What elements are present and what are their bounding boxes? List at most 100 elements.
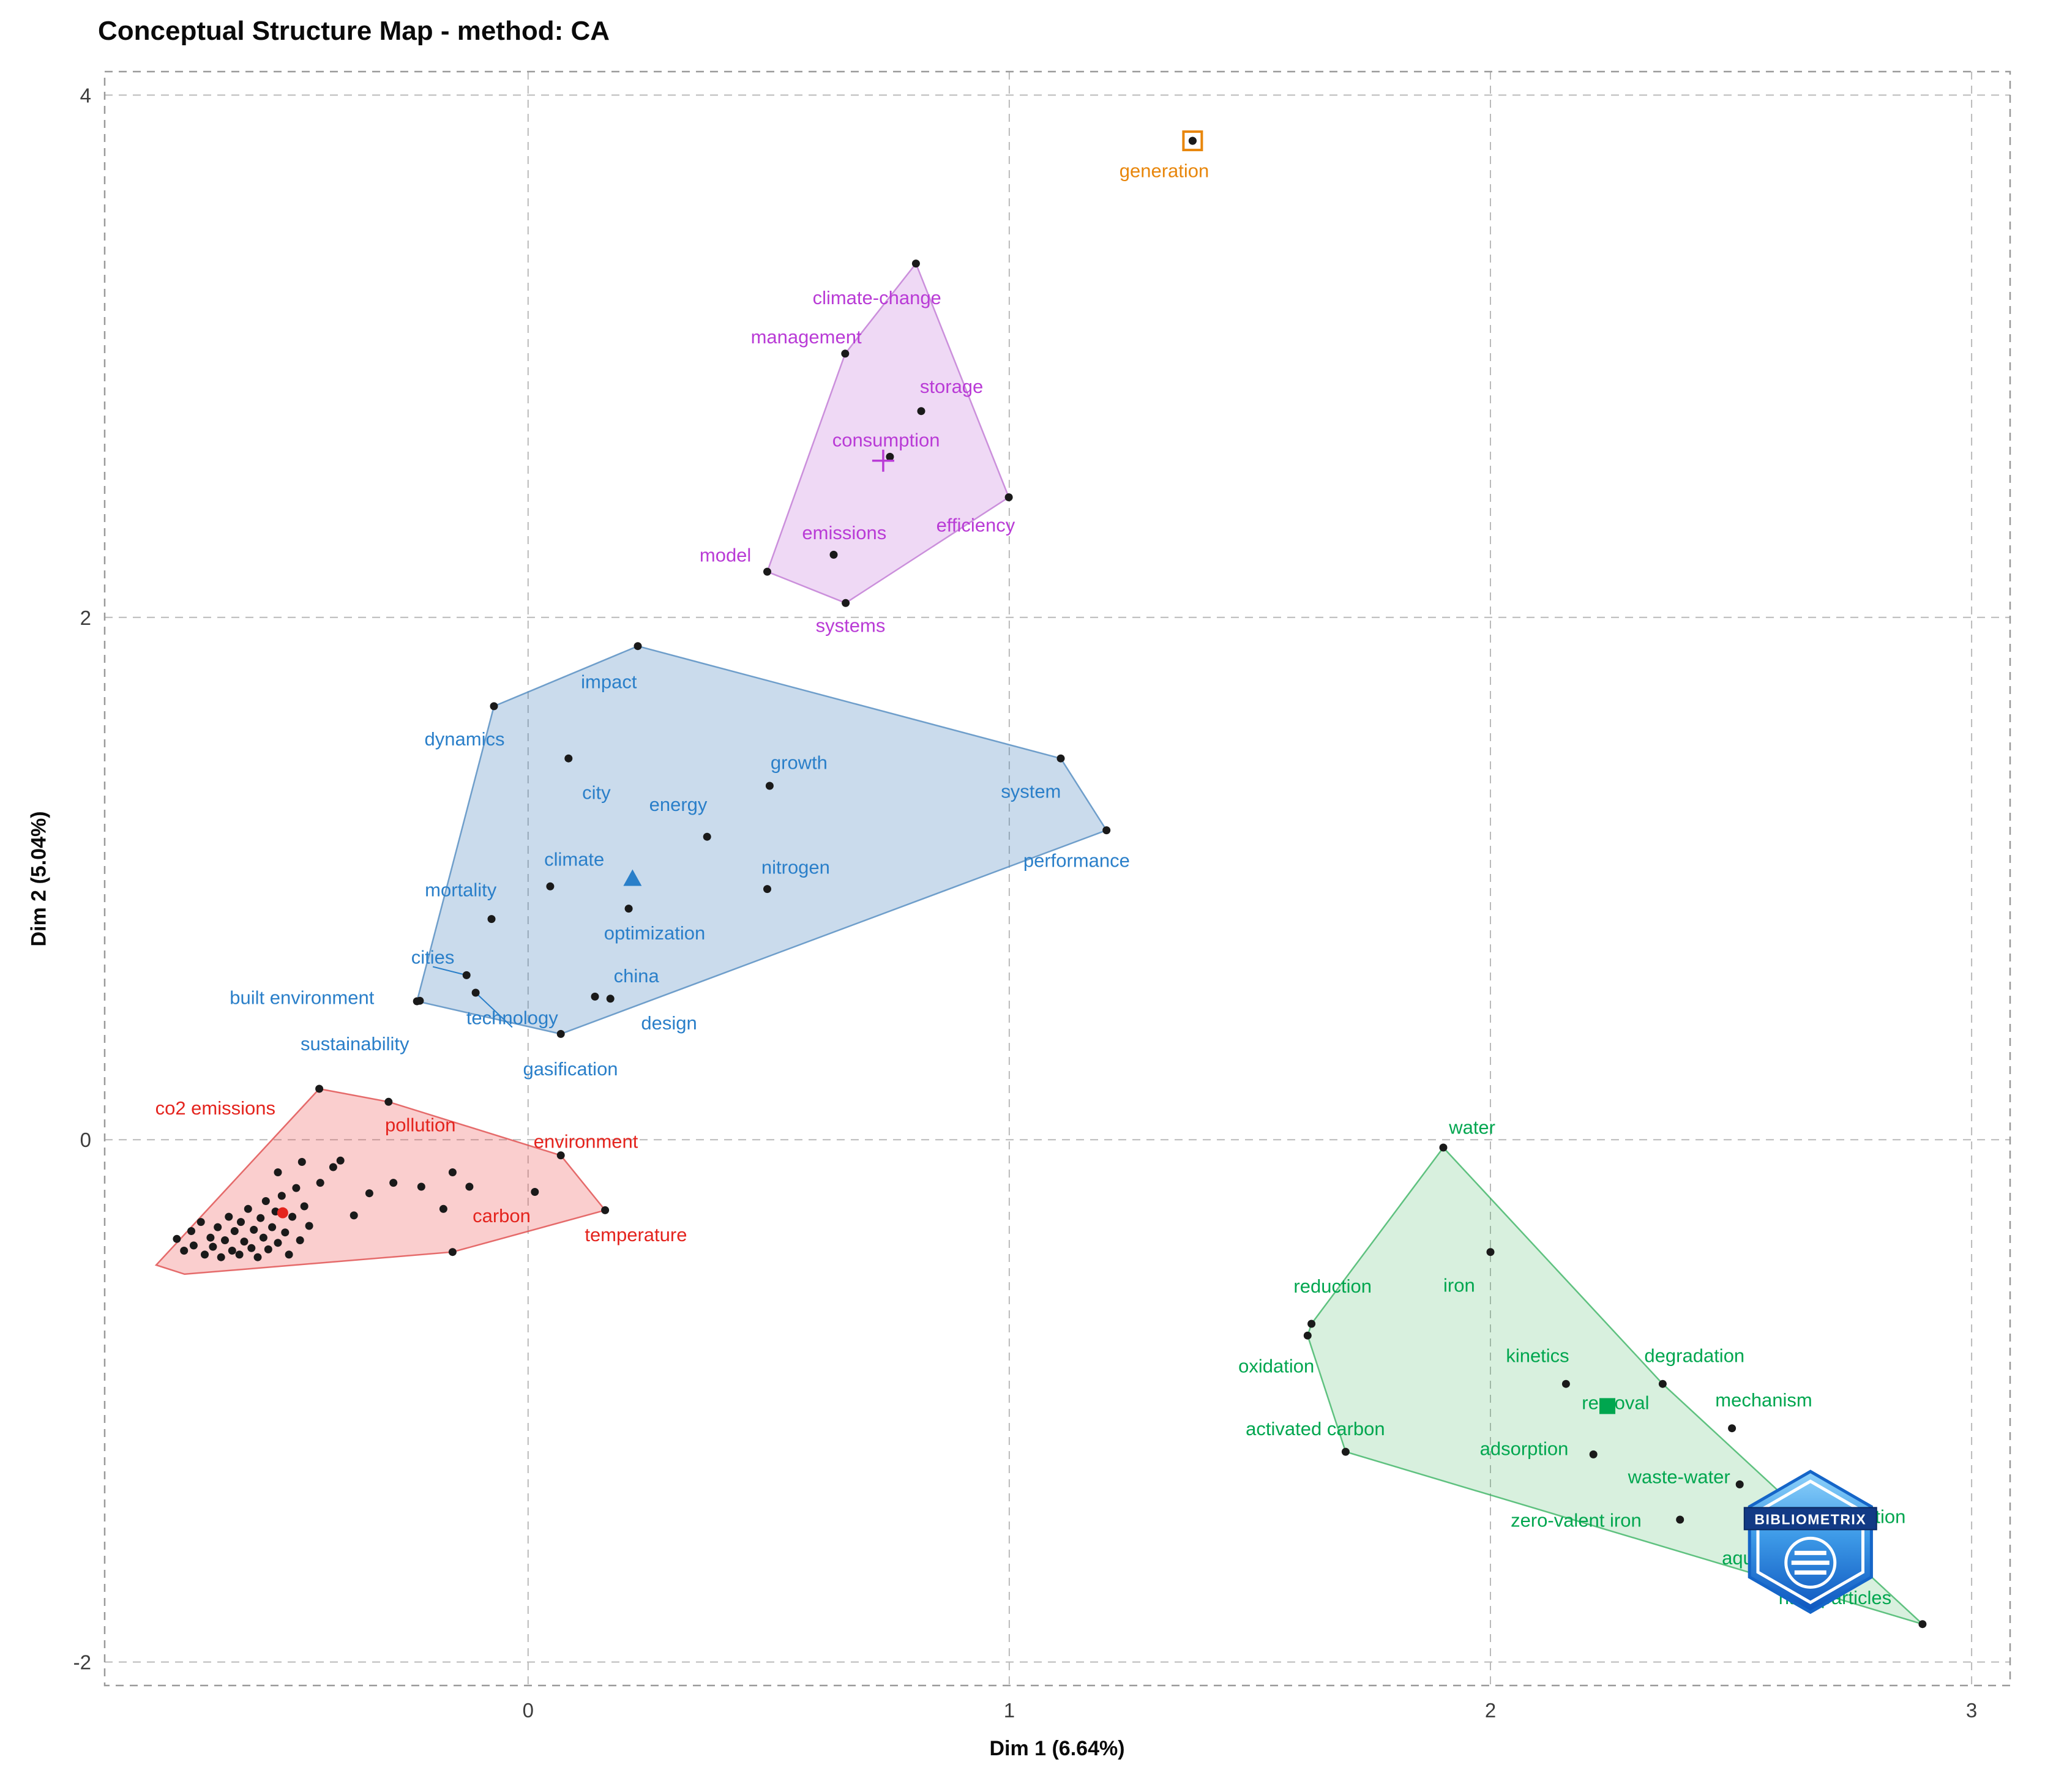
logo-emblem-circle [1784,1536,1837,1589]
data-point [180,1247,189,1255]
term-label-degradation: degradation [1644,1345,1744,1367]
term-point-system [1056,754,1065,763]
term-point-energy [703,832,711,841]
data-point [329,1163,337,1171]
logo-banner-text: BIBLIOMETRIX [1754,1511,1866,1527]
term-point-performance [1102,826,1111,835]
logo-banner [1743,1507,1877,1531]
term-label-emissions: emissions [802,522,886,543]
term-label-generation: generation [1120,160,1209,181]
term-label-optimization: optimization [604,922,705,944]
term-point-activated-carbon [1341,1447,1350,1456]
term-point-mortality [487,915,496,924]
term-point-storage [917,407,925,416]
x-axis-title: Dim 1 (6.64%) [989,1737,1125,1760]
data-point [196,1218,205,1226]
term-point-degradation [1658,1379,1667,1388]
data-point [173,1234,181,1243]
term-point-waste-water [1735,1480,1744,1488]
logo-outer-hexagon [1748,1469,1873,1615]
data-point [296,1236,304,1244]
term-label-climate-change: climate-change [813,287,941,308]
data-point [439,1204,447,1213]
centroid-triangle-icon [623,869,642,886]
data-point [240,1238,249,1246]
term-point-technology [471,988,480,997]
term-label-growth: growth [771,752,828,774]
term-label-impact: impact [581,671,637,692]
x-tick-label-3: 3 [1966,1699,1977,1722]
data-point [264,1245,272,1253]
x-tick-label-1: 1 [1004,1699,1015,1722]
term-label-pollution: pollution [385,1114,455,1136]
data-point [300,1202,308,1211]
data-point [189,1241,198,1250]
data-point [230,1227,239,1235]
data-point [417,1182,425,1191]
term-point-climate [546,882,555,890]
data-point [209,1242,217,1251]
data-point [261,1197,270,1205]
centroid-red [277,1207,288,1219]
cluster-purple: climate-change management storage consumpti… [700,259,1015,637]
data-point [389,1179,398,1187]
y-tick-label-4: 4 [80,84,91,106]
term-label-adsorption: adsorption [1480,1438,1569,1460]
term-point-management [841,349,850,358]
leader-line-cities [432,966,467,976]
data-point [277,1192,286,1200]
term-label-dynamics: dynamics [425,728,505,750]
term-point-efficiency [1004,493,1013,501]
term-point-sustainability [416,996,424,1005]
term-label-storage: storage [920,376,983,397]
term-point-china [591,992,599,1001]
data-point [217,1253,225,1261]
term-label-technology: technology [466,1007,558,1029]
term-point-dynamics [490,702,498,711]
data-point [244,1204,252,1213]
y-tick-label--2: -2 [73,1651,91,1674]
term-point-environment [556,1151,565,1160]
data-point [274,1239,282,1247]
leader-line-technology [475,992,513,1028]
data-point [281,1228,290,1237]
term-point-gasification [556,1029,565,1038]
data-point [350,1211,358,1220]
term-point-water [1439,1143,1448,1152]
data-point [237,1218,245,1226]
term-label-efficiency: efficiency [937,514,1015,536]
centroid-circle-icon [277,1207,288,1219]
term-point-carbon [531,1188,539,1196]
term-point-climate-change [911,259,920,268]
y-tick-label-0: 0 [80,1129,91,1151]
term-label-gasification: gasification [523,1058,618,1080]
term-label-activated-carbon: activated carbon [1246,1418,1385,1439]
data-point [448,1248,457,1256]
x-tick-label-0: 0 [523,1699,534,1722]
term-label-temperature: temperature [585,1224,687,1245]
term-point-temperature [601,1206,610,1214]
term-point-co2-emissions [315,1085,324,1093]
centroid-square-icon [1599,1398,1616,1414]
data-point [288,1212,297,1221]
term-point-optimization [624,905,633,913]
term-label-management: management [751,326,862,348]
data-point [228,1247,236,1255]
data-point [274,1168,282,1176]
term-point-design [606,995,615,1003]
term-label-nitrogen: nitrogen [761,856,830,878]
data-point [221,1236,229,1244]
y-tick-label-2: 2 [80,607,91,629]
term-label-built-environment: built environment [230,987,374,1009]
term-label-sustainability: sustainability [301,1033,409,1055]
term-label-performance: performance [1023,850,1130,872]
term-label-iron: iron [1443,1274,1475,1296]
term-label-cities: cities [411,947,455,968]
data-point [465,1182,474,1191]
term-point-iron [1486,1248,1495,1256]
data-point [201,1250,209,1259]
term-label-kinetics: kinetics [1506,1345,1569,1367]
term-point-impact [634,642,642,651]
term-point-adsorption [1589,1450,1598,1458]
